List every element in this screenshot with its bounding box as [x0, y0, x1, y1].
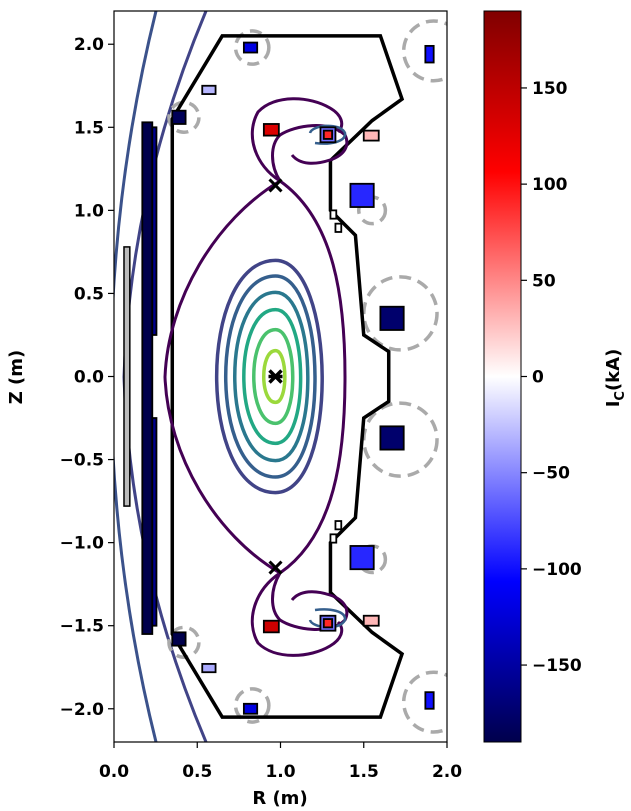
x-tick-label: 1.5	[349, 762, 379, 782]
y-tick-label: 0.0	[74, 368, 104, 388]
lower-lobe-inner-flux	[308, 608, 347, 629]
coil	[201, 84, 217, 95]
limiter-wall	[170, 34, 405, 719]
dashed-circles	[167, 19, 447, 734]
dashed-circle	[233, 29, 271, 66]
limiter-outline	[170, 34, 405, 719]
colorbar-tick-label: 50	[532, 271, 556, 291]
colorbar-label: IC(kA)	[603, 349, 628, 408]
flux-surface	[233, 290, 310, 463]
y-tick-label: −0.5	[60, 451, 104, 471]
dashed-circle	[167, 100, 201, 135]
coil	[322, 618, 334, 629]
colorbar-gradient	[483, 10, 522, 743]
flux-surface	[214, 258, 324, 495]
markers	[268, 178, 283, 575]
y-axis-ticks: −2.0 −1.5 −1.0 −0.5 0.0 0.5 1.0 1.5 2.0	[60, 35, 114, 720]
dashed-circle	[401, 670, 447, 734]
coil	[141, 121, 154, 635]
coil	[329, 533, 338, 544]
flux-surface	[242, 307, 303, 446]
coil	[171, 109, 187, 125]
coil	[334, 222, 343, 233]
magnetic-axis-marker	[268, 369, 283, 384]
y-tick-label: 0.5	[74, 284, 104, 304]
coil	[262, 123, 280, 137]
coil	[362, 614, 380, 627]
dashed-circle	[401, 19, 447, 83]
flux-surface	[224, 274, 317, 479]
y-tick-label: 1.5	[74, 118, 104, 138]
x-tick-label: 0.0	[99, 762, 129, 782]
y-tick-label: −2.0	[60, 700, 105, 720]
y-tick-label: 1.0	[74, 201, 104, 221]
coil	[334, 520, 343, 531]
dashed-circle	[362, 401, 439, 478]
coil	[424, 691, 435, 710]
y-tick-label: −1.0	[60, 534, 105, 554]
plot-area	[114, 11, 447, 742]
coil	[322, 129, 334, 140]
x-tick-label: 2.0	[432, 762, 462, 782]
coil	[262, 619, 280, 634]
y-tick-label: −1.5	[60, 617, 104, 637]
coil	[171, 631, 187, 647]
coil	[151, 417, 158, 627]
separatrix-upper-leg	[250, 97, 344, 183]
coil	[242, 41, 259, 54]
x-tick-label: 1.0	[265, 762, 295, 782]
dashed-circle	[233, 687, 271, 724]
y-axis-label: Z (m)	[6, 350, 27, 405]
dashed-circle	[167, 625, 201, 660]
coil	[201, 663, 217, 674]
coil	[362, 129, 380, 142]
central-stack-coil	[123, 246, 131, 507]
colorbar-ticks: 150 100 50 0 −50 −100 −150	[521, 79, 582, 676]
separatrix-lower-leg	[250, 571, 344, 657]
upper-lobe-inner-flux	[308, 124, 347, 145]
flux-surfaces	[214, 258, 324, 495]
colorbar-tick-label: −50	[532, 464, 570, 484]
coil	[379, 425, 405, 451]
colorbar: 150 100 50 0 −50 −100 −150 IC(kA)	[483, 10, 628, 743]
coil	[349, 182, 375, 208]
y-tick-label: 2.0	[74, 35, 104, 55]
x-point-marker	[268, 178, 283, 193]
x-point-marker	[268, 560, 283, 575]
coil	[329, 209, 338, 220]
x-axis-label: R (m)	[252, 788, 307, 809]
colorbar-tick-label: 150	[532, 79, 568, 99]
dashed-circle	[362, 275, 439, 352]
colorbar-tick-label: 0	[532, 368, 544, 388]
colorbar-tick-label: −150	[532, 656, 582, 676]
coil	[379, 305, 405, 331]
coils	[123, 41, 435, 715]
flux-surface	[252, 327, 295, 426]
coil	[424, 44, 435, 64]
coil	[349, 545, 375, 571]
colorbar-tick-label: 100	[532, 175, 568, 195]
outer-flux-line-2	[114, 11, 158, 742]
x-axis-ticks: 0.0 0.5 1.0 1.5 2.0	[99, 742, 462, 782]
colorbar-tick-label: −100	[532, 560, 582, 580]
coil	[242, 702, 259, 715]
coil	[151, 126, 158, 336]
separatrix	[163, 97, 349, 657]
flux-surface	[261, 348, 287, 405]
x-tick-label: 0.5	[182, 762, 212, 782]
